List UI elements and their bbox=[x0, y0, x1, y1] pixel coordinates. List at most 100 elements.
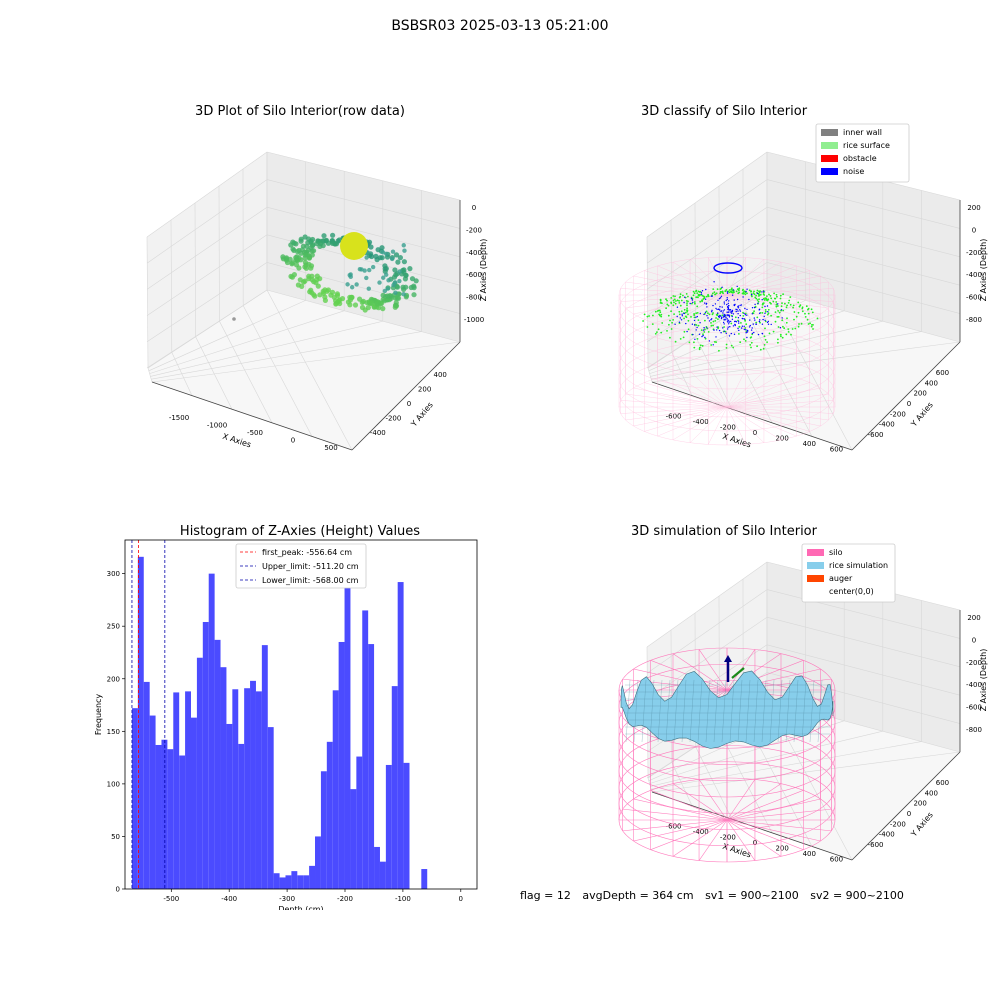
cls-noise-point bbox=[743, 312, 745, 315]
cls-rice-point bbox=[758, 298, 760, 300]
cls-rice-point bbox=[767, 308, 770, 311]
cls-rice-point bbox=[774, 311, 777, 313]
raw-point bbox=[306, 236, 312, 242]
cls-noise-point bbox=[702, 329, 705, 331]
cls-noise-point bbox=[739, 310, 742, 312]
cls-rice-point bbox=[781, 319, 784, 322]
cls-rice-point bbox=[810, 325, 813, 328]
cls-rice-point bbox=[731, 287, 733, 290]
cls-rice-point bbox=[782, 309, 785, 312]
raw-point bbox=[347, 302, 353, 308]
raw-point bbox=[397, 255, 403, 261]
cls-noise-point bbox=[727, 306, 729, 309]
sim-legend-label: center(0,0) bbox=[829, 587, 874, 596]
cls-noise-point bbox=[742, 318, 744, 320]
cls-noise-point bbox=[770, 323, 772, 326]
cls-rice-point bbox=[769, 301, 771, 304]
cls-noise-point bbox=[720, 316, 723, 318]
cls-noise-point bbox=[756, 292, 759, 295]
histogram-bar bbox=[238, 743, 245, 889]
cls-x-axis-label: X Axies bbox=[721, 432, 752, 450]
histogram-bar bbox=[131, 708, 138, 889]
cls-noise-point bbox=[699, 312, 701, 315]
cls-noise-point bbox=[718, 297, 721, 300]
raw-point bbox=[298, 238, 304, 244]
cls-rice-point bbox=[703, 296, 706, 298]
cls-rice-point bbox=[678, 310, 681, 313]
cls-noise-point bbox=[719, 315, 722, 317]
cls-noise-point bbox=[722, 327, 724, 329]
cls-rice-point bbox=[756, 316, 759, 319]
simulation-3d-plot: -600-400-2000200400600-600-400-200020040… bbox=[618, 543, 988, 863]
cls-rice-point bbox=[761, 306, 764, 309]
cls-rice-point bbox=[806, 318, 809, 321]
histogram-bar bbox=[179, 755, 186, 889]
cls-rice-point bbox=[757, 300, 760, 303]
histogram-bar bbox=[208, 573, 215, 889]
cls-rice-point bbox=[768, 293, 770, 296]
sim-legend-label: rice simulation bbox=[829, 561, 888, 570]
histogram-bar bbox=[155, 744, 162, 889]
histogram-legend-label: Lower_limit: -568.00 cm bbox=[262, 576, 359, 585]
histogram-bar bbox=[356, 756, 363, 889]
raw-point bbox=[337, 297, 343, 303]
sim-z-tick-label: 200 bbox=[967, 614, 980, 622]
cls-rice-point bbox=[742, 288, 744, 291]
cls-noise-point bbox=[726, 311, 728, 313]
cls-legend-swatch bbox=[821, 129, 838, 136]
raw-point bbox=[373, 253, 379, 259]
cls-rice-point bbox=[674, 295, 676, 298]
cls-noise-point bbox=[735, 308, 737, 310]
cls-rice-point bbox=[743, 338, 745, 341]
raw-point bbox=[395, 259, 401, 265]
cls-rice-point bbox=[657, 328, 660, 331]
raw-point bbox=[348, 294, 354, 300]
cls-rice-point bbox=[715, 317, 717, 319]
sim-z-tick-label: 0 bbox=[972, 636, 976, 644]
cls-rice-point bbox=[762, 302, 765, 304]
cls-rice-point bbox=[669, 319, 671, 322]
cls-rice-point bbox=[779, 294, 782, 297]
sim-y-tick-label: 600 bbox=[936, 779, 949, 787]
cls-rice-point bbox=[759, 348, 762, 351]
cls-rice-point bbox=[693, 301, 696, 303]
cls-rice-point bbox=[670, 302, 673, 305]
cls-rice-point bbox=[707, 293, 709, 296]
cls-rice-point bbox=[730, 344, 733, 347]
cls-rice-point bbox=[669, 336, 671, 339]
cls-rice-point bbox=[693, 346, 696, 349]
cls-noise-point bbox=[722, 316, 724, 318]
raw-point bbox=[318, 241, 324, 247]
cls-rice-point bbox=[799, 304, 802, 307]
cls-noise-point bbox=[753, 331, 755, 334]
cls-noise-point bbox=[746, 329, 749, 332]
cls-rice-point bbox=[786, 317, 788, 320]
cls-rice-point bbox=[707, 312, 709, 315]
cls-rice-point bbox=[776, 316, 779, 318]
cls-rice-point bbox=[692, 294, 695, 297]
cls-noise-point bbox=[758, 312, 761, 314]
raw-point bbox=[366, 286, 371, 291]
cls-noise-point bbox=[691, 323, 694, 325]
raw-point bbox=[380, 292, 386, 298]
cls-noise-point bbox=[767, 323, 770, 325]
cls-noise-point bbox=[780, 309, 783, 311]
raw-z-tick-label: -800 bbox=[466, 294, 482, 302]
raw-point bbox=[303, 265, 309, 271]
raw-point bbox=[392, 267, 398, 273]
cls-noise-point bbox=[684, 296, 686, 298]
cls-rice-point bbox=[711, 292, 714, 295]
raw-y-tick-label: 0 bbox=[407, 400, 411, 408]
raw-point bbox=[369, 300, 375, 306]
cls-x-tick-label: 200 bbox=[775, 434, 788, 442]
cls-legend-swatch bbox=[821, 168, 838, 175]
classify-3d-plot: -600-400-2000200400600-600-400-200020040… bbox=[618, 123, 988, 453]
cls-noise-point bbox=[711, 318, 713, 320]
classify-plot-title: 3D classify of Silo Interior bbox=[640, 104, 808, 119]
histogram-bar bbox=[397, 582, 404, 889]
cls-rice-point bbox=[738, 291, 741, 294]
raw-point bbox=[375, 247, 381, 253]
histogram-bar bbox=[167, 749, 174, 889]
cls-noise-point bbox=[746, 288, 748, 290]
cls-rice-point bbox=[696, 292, 699, 294]
